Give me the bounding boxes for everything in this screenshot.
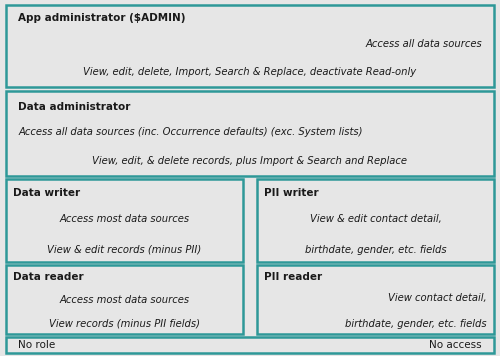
Text: Access most data sources: Access most data sources: [60, 214, 190, 224]
Text: PII reader: PII reader: [264, 272, 322, 282]
Text: No access: No access: [429, 340, 482, 350]
Text: Data administrator: Data administrator: [18, 102, 130, 112]
Text: Data reader: Data reader: [13, 272, 84, 282]
Text: View & edit contact detail,: View & edit contact detail,: [310, 214, 442, 224]
Text: Access all data sources (inc. Occurrence defaults) (exc. System lists): Access all data sources (inc. Occurrence…: [18, 127, 362, 137]
FancyBboxPatch shape: [257, 179, 494, 262]
FancyBboxPatch shape: [6, 337, 494, 353]
Text: View, edit, & delete records, plus Import & Search and Replace: View, edit, & delete records, plus Impor…: [92, 156, 407, 166]
FancyBboxPatch shape: [257, 265, 494, 334]
Text: Access all data sources: Access all data sources: [365, 39, 482, 49]
Text: View, edit, delete, Import, Search & Replace, deactivate Read-only: View, edit, delete, Import, Search & Rep…: [84, 67, 416, 77]
Text: Access most data sources: Access most data sources: [60, 294, 190, 305]
Text: View & edit records (minus PII): View & edit records (minus PII): [48, 245, 202, 255]
Text: View contact detail,: View contact detail,: [388, 293, 487, 303]
Text: birthdate, gender, etc. fields: birthdate, gender, etc. fields: [304, 245, 446, 255]
Text: Data writer: Data writer: [13, 188, 80, 198]
Text: View records (minus PII fields): View records (minus PII fields): [49, 319, 200, 329]
Text: birthdate, gender, etc. fields: birthdate, gender, etc. fields: [346, 319, 487, 329]
FancyBboxPatch shape: [6, 265, 243, 334]
FancyBboxPatch shape: [6, 5, 494, 87]
FancyBboxPatch shape: [6, 179, 243, 262]
Text: No role: No role: [18, 340, 56, 350]
Text: PII writer: PII writer: [264, 188, 318, 198]
Text: App administrator ($ADMIN): App administrator ($ADMIN): [18, 13, 186, 23]
FancyBboxPatch shape: [6, 91, 494, 176]
